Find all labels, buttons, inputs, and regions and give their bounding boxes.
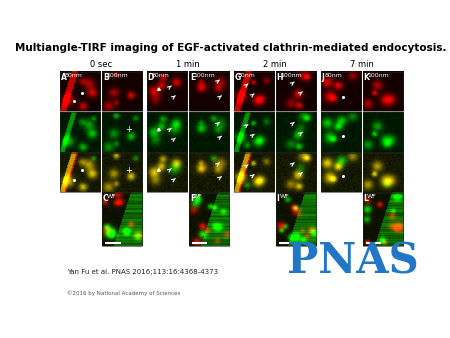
Bar [102, 112, 143, 151]
Bar [320, 112, 361, 151]
Bar [147, 153, 187, 192]
Text: I: I [277, 194, 279, 203]
Text: A: A [61, 73, 67, 81]
Bar [189, 72, 230, 111]
Bar [234, 112, 274, 151]
Text: 80nm: 80nm [238, 73, 256, 78]
Bar [147, 72, 187, 111]
Bar [102, 193, 143, 246]
Text: E: E [190, 73, 195, 81]
Text: 2 min: 2 min [263, 60, 287, 69]
Text: J: J [322, 73, 324, 81]
Text: WF: WF [106, 194, 116, 199]
Bar [363, 153, 403, 192]
Text: B: B [103, 73, 108, 81]
Text: 1 min: 1 min [176, 60, 200, 69]
Bar [102, 72, 143, 111]
Text: 7 min: 7 min [350, 60, 374, 69]
Text: K: K [364, 73, 369, 81]
Bar [60, 72, 100, 111]
Text: F: F [190, 194, 195, 203]
Text: H: H [277, 73, 283, 81]
Text: C: C [103, 194, 108, 203]
Bar [234, 72, 274, 111]
Text: G: G [234, 73, 241, 81]
Bar [60, 112, 100, 151]
Bar [276, 193, 316, 246]
Text: Yan Fu et al. PNAS 2016;113:16:4368-4373: Yan Fu et al. PNAS 2016;113:16:4368-4373 [67, 269, 218, 275]
Bar [363, 72, 403, 111]
Text: 80nm: 80nm [325, 73, 343, 78]
Text: +: + [125, 166, 132, 175]
Text: 0 sec: 0 sec [90, 60, 112, 69]
Bar [320, 153, 361, 192]
Text: 100nm: 100nm [367, 73, 389, 78]
Bar [276, 112, 316, 151]
Polygon shape [158, 169, 160, 171]
Text: +: + [125, 125, 132, 135]
Bar [189, 112, 230, 151]
Bar [363, 112, 403, 151]
Polygon shape [158, 88, 160, 90]
Text: PNAS: PNAS [287, 241, 418, 283]
Bar [147, 112, 187, 151]
Text: D: D [148, 73, 154, 81]
Bar [320, 72, 361, 111]
Bar [189, 153, 230, 192]
Text: Multiangle-TIRF imaging of EGF-activated clathrin-mediated endocytosis.: Multiangle-TIRF imaging of EGF-activated… [15, 43, 446, 53]
Bar [102, 153, 143, 192]
Text: WF: WF [193, 194, 203, 199]
Bar [60, 153, 100, 192]
Bar [276, 72, 316, 111]
Text: WF: WF [367, 194, 377, 199]
Text: WF: WF [280, 194, 290, 199]
Polygon shape [158, 128, 160, 131]
Text: 80nm: 80nm [151, 73, 169, 78]
Bar [276, 153, 316, 192]
Text: 100nm: 100nm [193, 73, 215, 78]
Text: 100nm: 100nm [106, 73, 128, 78]
Bar [234, 153, 274, 192]
Text: 100nm: 100nm [280, 73, 302, 78]
Text: ©2016 by National Academy of Sciences: ©2016 by National Academy of Sciences [67, 290, 180, 296]
Bar [189, 193, 230, 246]
Bar [363, 193, 403, 246]
Text: 80nm: 80nm [64, 73, 82, 78]
Text: L: L [364, 194, 369, 203]
